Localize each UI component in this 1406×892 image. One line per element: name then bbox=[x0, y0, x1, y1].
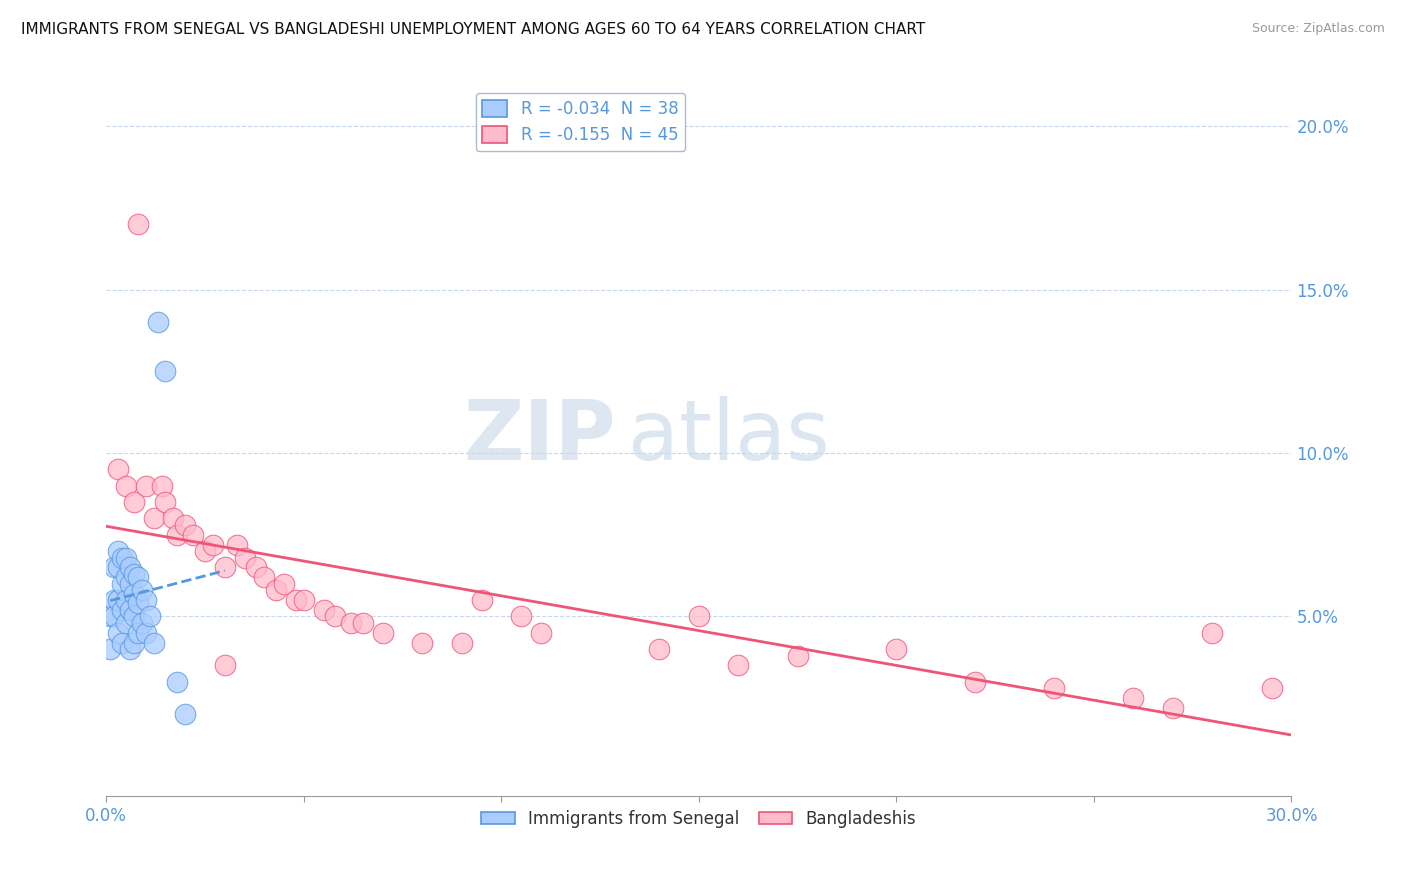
Point bbox=[118, 576, 141, 591]
Point bbox=[352, 615, 374, 630]
Point bbox=[225, 537, 247, 551]
Point bbox=[107, 625, 129, 640]
Point bbox=[181, 528, 204, 542]
Point bbox=[131, 615, 153, 630]
Point bbox=[245, 560, 267, 574]
Point bbox=[284, 593, 307, 607]
Point bbox=[107, 462, 129, 476]
Legend: Immigrants from Senegal, Bangladeshis: Immigrants from Senegal, Bangladeshis bbox=[475, 803, 924, 835]
Point bbox=[118, 603, 141, 617]
Point bbox=[273, 576, 295, 591]
Point bbox=[471, 593, 494, 607]
Point bbox=[135, 593, 157, 607]
Point bbox=[131, 583, 153, 598]
Point bbox=[115, 615, 138, 630]
Point bbox=[1122, 691, 1144, 706]
Point bbox=[312, 603, 335, 617]
Point bbox=[122, 495, 145, 509]
Text: IMMIGRANTS FROM SENEGAL VS BANGLADESHI UNEMPLOYMENT AMONG AGES 60 TO 64 YEARS CO: IMMIGRANTS FROM SENEGAL VS BANGLADESHI U… bbox=[21, 22, 925, 37]
Point bbox=[1260, 681, 1282, 696]
Point bbox=[107, 544, 129, 558]
Text: ZIP: ZIP bbox=[464, 396, 616, 477]
Point bbox=[166, 528, 188, 542]
Point bbox=[786, 648, 808, 663]
Point bbox=[142, 635, 165, 649]
Point bbox=[142, 511, 165, 525]
Point bbox=[194, 544, 217, 558]
Point bbox=[118, 642, 141, 657]
Text: atlas: atlas bbox=[627, 396, 830, 477]
Point bbox=[201, 537, 224, 551]
Point bbox=[450, 635, 472, 649]
Point bbox=[214, 560, 236, 574]
Point bbox=[1201, 625, 1223, 640]
Point bbox=[111, 576, 134, 591]
Point bbox=[264, 583, 287, 598]
Point bbox=[127, 218, 149, 232]
Point bbox=[292, 593, 315, 607]
Point bbox=[122, 566, 145, 581]
Point bbox=[122, 635, 145, 649]
Point bbox=[411, 635, 433, 649]
Point bbox=[115, 479, 138, 493]
Point bbox=[727, 658, 749, 673]
Point bbox=[122, 609, 145, 624]
Point bbox=[115, 593, 138, 607]
Point bbox=[135, 479, 157, 493]
Point bbox=[325, 609, 347, 624]
Text: Source: ZipAtlas.com: Source: ZipAtlas.com bbox=[1251, 22, 1385, 36]
Point bbox=[1043, 681, 1066, 696]
Point bbox=[150, 479, 173, 493]
Point bbox=[214, 658, 236, 673]
Point bbox=[115, 550, 138, 565]
Point bbox=[530, 625, 553, 640]
Point bbox=[127, 596, 149, 610]
Point bbox=[111, 550, 134, 565]
Point bbox=[98, 642, 121, 657]
Point bbox=[107, 593, 129, 607]
Point bbox=[111, 603, 134, 617]
Point bbox=[103, 609, 125, 624]
Point bbox=[166, 674, 188, 689]
Point bbox=[688, 609, 710, 624]
Point bbox=[155, 495, 177, 509]
Point bbox=[648, 642, 671, 657]
Point bbox=[162, 511, 184, 525]
Point bbox=[340, 615, 363, 630]
Point bbox=[233, 550, 256, 565]
Point bbox=[107, 560, 129, 574]
Point bbox=[135, 625, 157, 640]
Point bbox=[510, 609, 533, 624]
Point bbox=[371, 625, 394, 640]
Point bbox=[103, 593, 125, 607]
Point bbox=[127, 625, 149, 640]
Point bbox=[886, 642, 908, 657]
Point bbox=[253, 570, 276, 584]
Point bbox=[146, 315, 169, 329]
Point bbox=[127, 570, 149, 584]
Point bbox=[98, 609, 121, 624]
Point bbox=[115, 570, 138, 584]
Point bbox=[103, 560, 125, 574]
Point bbox=[155, 364, 177, 378]
Point bbox=[174, 518, 197, 533]
Point bbox=[118, 560, 141, 574]
Point bbox=[965, 674, 987, 689]
Point bbox=[174, 707, 197, 722]
Point bbox=[1161, 701, 1184, 715]
Point bbox=[122, 586, 145, 600]
Point bbox=[111, 635, 134, 649]
Point bbox=[138, 609, 160, 624]
